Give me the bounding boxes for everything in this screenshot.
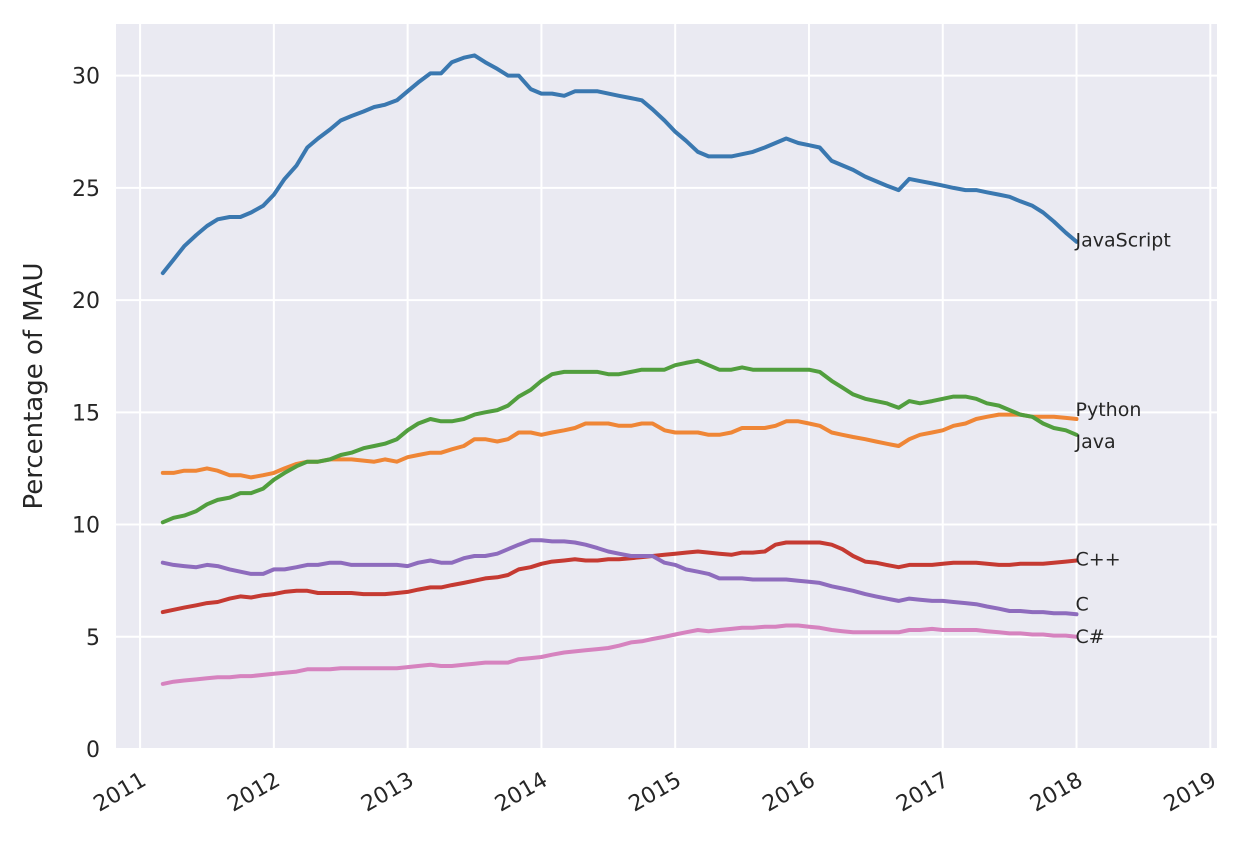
series-label-c: C: [1076, 593, 1089, 615]
x-tick-label: 2015: [625, 768, 686, 818]
y-tick-labels: 0 5 10 15 20 25 30: [72, 65, 100, 763]
series-label-python: Python: [1076, 399, 1142, 421]
series-line-javascript: [160, 53, 1079, 276]
y-tick-label: 10: [72, 514, 100, 539]
series-label-javascript: JavaScript: [1075, 230, 1171, 252]
y-tick-label: 25: [72, 177, 100, 202]
y-tick-label: 30: [72, 65, 100, 90]
series-line-c: [160, 538, 1079, 617]
series-label-csharp: C#: [1076, 626, 1105, 648]
y-axis-label: Percentage of MAU: [19, 262, 49, 509]
x-tick-label: 2011: [90, 768, 151, 818]
series-label-java: Java: [1075, 431, 1116, 453]
x-tick-label: 2017: [892, 768, 953, 818]
y-tick-label: 5: [86, 626, 100, 651]
y-tick-label: 0: [86, 738, 100, 763]
series-line-java: [160, 358, 1079, 525]
y-tick-label: 20: [72, 289, 100, 314]
x-tick-label: 2018: [1026, 768, 1087, 818]
x-tick-label: 2016: [759, 768, 820, 818]
plot-area: [116, 24, 1217, 749]
series-line-csharp: [160, 623, 1079, 686]
x-tick-label: 2019: [1160, 768, 1221, 818]
series-label-cpp: C++: [1076, 548, 1121, 570]
y-tick-label: 15: [72, 401, 100, 426]
x-tick-label: 2013: [357, 768, 418, 818]
x-tick-labels: 2011 2012 2013 2014 2015 2016 2017 2018 2019: [90, 768, 1221, 818]
x-tick-label: 2014: [491, 768, 552, 818]
series-lines: [160, 53, 1079, 686]
series-line-cpp: [160, 540, 1079, 615]
series-labels: JavaScript Python Java C++ C C#: [1075, 230, 1171, 648]
x-tick-label: 2012: [223, 768, 284, 818]
